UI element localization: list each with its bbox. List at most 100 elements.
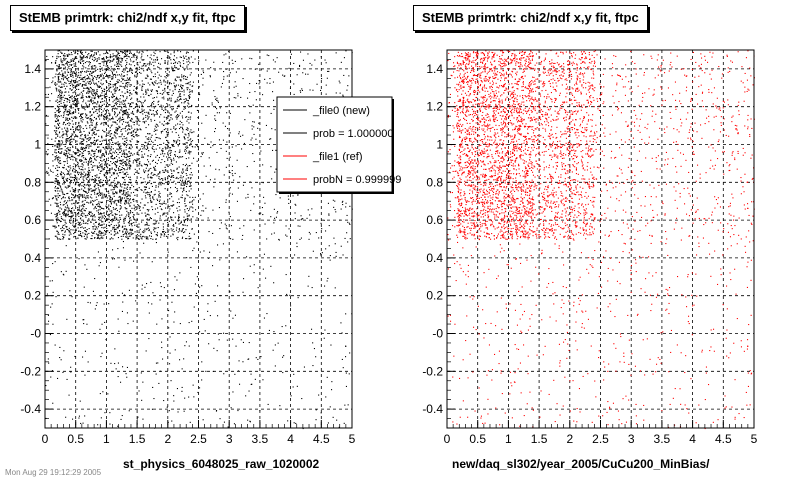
- data-point: [343, 422, 345, 424]
- data-point: [99, 149, 101, 151]
- data-point: [150, 199, 152, 201]
- data-point: [159, 51, 161, 53]
- data-point: [54, 178, 56, 180]
- data-point: [133, 260, 135, 262]
- data-point: [168, 74, 170, 76]
- data-point: [159, 147, 161, 149]
- data-point: [100, 356, 102, 358]
- data-point: [252, 104, 254, 106]
- data-point: [76, 178, 78, 180]
- data-point: [92, 128, 94, 130]
- data-point: [167, 223, 169, 225]
- data-point: [78, 72, 80, 74]
- data-point: [130, 202, 132, 204]
- data-point: [119, 111, 121, 113]
- data-point: [185, 341, 187, 343]
- data-point: [98, 150, 100, 152]
- data-point: [273, 108, 275, 110]
- data-point: [225, 150, 227, 152]
- data-point: [260, 150, 262, 152]
- data-point: [84, 415, 86, 417]
- data-point: [192, 207, 194, 209]
- data-point: [188, 396, 190, 398]
- data-point: [73, 179, 75, 181]
- data-point: [108, 221, 110, 223]
- data-point: [173, 395, 175, 397]
- data-point: [64, 200, 66, 202]
- data-point: [159, 63, 161, 65]
- data-point: [142, 418, 144, 420]
- data-point: [114, 184, 116, 186]
- data-point: [184, 184, 186, 186]
- data-point: [121, 77, 123, 79]
- data-point: [109, 54, 111, 56]
- data-point: [167, 86, 169, 88]
- data-point: [220, 86, 222, 88]
- data-point: [81, 195, 83, 197]
- data-point: [147, 117, 149, 119]
- data-point: [146, 69, 148, 71]
- data-point: [108, 179, 110, 181]
- data-point: [132, 212, 134, 214]
- data-point: [82, 117, 84, 119]
- data-point: [82, 207, 84, 209]
- data-point: [189, 153, 191, 155]
- data-point: [66, 133, 68, 135]
- data-point: [222, 122, 224, 124]
- data-point: [65, 270, 67, 272]
- data-point: [133, 56, 135, 58]
- data-point: [110, 139, 112, 141]
- data-point: [101, 193, 103, 195]
- data-point: [174, 311, 176, 313]
- data-point: [262, 379, 264, 381]
- data-point: [62, 235, 64, 237]
- data-point: [138, 106, 140, 108]
- data-point: [179, 209, 181, 211]
- data-point: [146, 145, 148, 147]
- data-point: [122, 95, 124, 97]
- data-point: [93, 107, 95, 109]
- data-point: [111, 210, 113, 212]
- data-point: [69, 81, 71, 83]
- data-point: [59, 220, 61, 222]
- data-point: [185, 182, 187, 184]
- data-point: [102, 169, 104, 171]
- data-point: [67, 55, 69, 57]
- data-point: [59, 98, 61, 100]
- data-point: [129, 198, 131, 200]
- data-point: [159, 196, 161, 198]
- data-point: [56, 230, 58, 232]
- data-point: [72, 145, 74, 147]
- data-point: [131, 72, 133, 74]
- data-point: [114, 228, 116, 230]
- data-point: [98, 74, 100, 76]
- data-point: [110, 86, 112, 88]
- data-point: [260, 69, 262, 71]
- data-point: [186, 120, 188, 122]
- data-point: [75, 56, 77, 58]
- data-point: [104, 412, 106, 414]
- data-point: [99, 207, 101, 209]
- data-point: [97, 209, 99, 211]
- data-point: [82, 143, 84, 145]
- data-point: [62, 77, 64, 79]
- data-point: [72, 92, 74, 94]
- data-point: [57, 123, 59, 125]
- data-point: [101, 112, 103, 114]
- data-point: [110, 60, 112, 62]
- data-point: [121, 107, 123, 109]
- data-point: [68, 71, 70, 73]
- data-point: [61, 75, 63, 77]
- data-point: [183, 102, 185, 104]
- data-point: [80, 97, 82, 99]
- data-point: [135, 87, 137, 89]
- data-point: [49, 334, 51, 336]
- data-point: [100, 159, 102, 161]
- data-point: [127, 212, 129, 214]
- data-point: [61, 128, 63, 130]
- data-point: [56, 110, 58, 112]
- data-point: [97, 76, 99, 78]
- data-point: [142, 51, 144, 53]
- data-point: [104, 113, 106, 115]
- data-point: [73, 100, 75, 102]
